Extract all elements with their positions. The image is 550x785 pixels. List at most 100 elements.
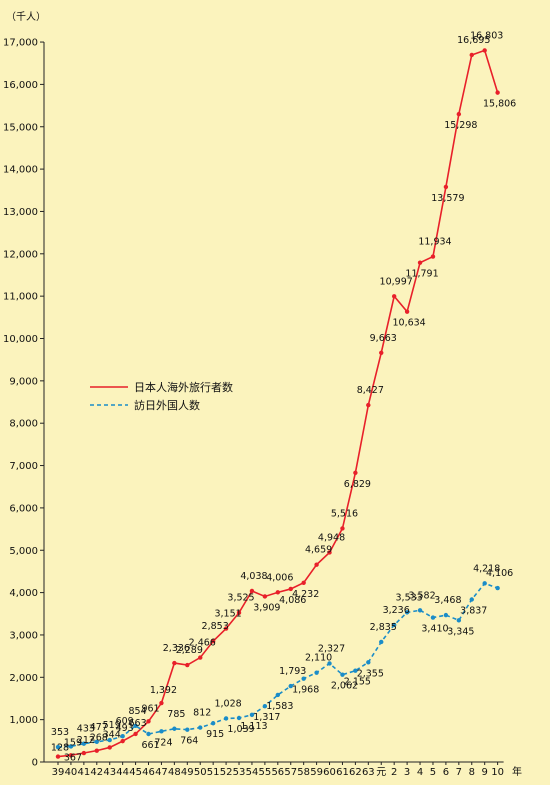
x-tick-label: 2 [391, 767, 397, 778]
point-inbound [198, 725, 203, 730]
y-tick-label: 10,000 [3, 334, 38, 345]
data-label-inbound: 785 [167, 709, 185, 720]
point-outbound [198, 655, 203, 660]
data-label-outbound: 13,579 [431, 193, 464, 204]
point-inbound [94, 739, 99, 744]
point-inbound [185, 727, 190, 732]
y-tick-label: 14,000 [3, 165, 38, 176]
y-tick-label: 1,000 [9, 715, 38, 726]
point-inbound [288, 683, 293, 689]
x-tick-label: 61 [336, 767, 349, 778]
point-outbound [55, 754, 61, 759]
x-tick-label: 44 [116, 767, 129, 778]
point-outbound [275, 590, 281, 595]
x-tick-label: 53 [233, 767, 246, 778]
x-tick-label: 10 [491, 767, 504, 778]
data-label-outbound: 3,151 [214, 609, 241, 620]
point-inbound [340, 672, 345, 677]
data-label-outbound: 10,997 [380, 276, 413, 287]
point-outbound [288, 586, 293, 592]
data-label-inbound: 1,317 [253, 712, 280, 723]
x-tick-label: 元 [376, 767, 386, 778]
point-inbound [223, 716, 229, 721]
data-label-inbound: 1,039 [227, 724, 254, 735]
point-inbound [469, 597, 474, 602]
x-tick-label: 56 [271, 767, 284, 778]
x-unit-label: 年 [512, 765, 522, 778]
data-label-outbound: 4,659 [305, 545, 332, 556]
point-outbound [366, 402, 371, 408]
point-outbound [133, 731, 138, 737]
point-inbound [353, 668, 358, 673]
data-label-inbound: 3,345 [447, 626, 474, 637]
x-tick-label: 45 [129, 767, 142, 778]
point-outbound [120, 738, 125, 744]
point-outbound [482, 48, 487, 53]
axes: 0 1,000 2,000 3,000 4,000 5,000 6,000 7,000 8,00… [3, 38, 504, 778]
legend-label-inbound: 訪日外国人数 [134, 398, 200, 412]
point-inbound [275, 692, 281, 698]
data-labels: 1281592122683444936639611,3922,3362,2892… [51, 30, 516, 763]
data-label-outbound: 6,829 [344, 479, 371, 490]
data-label-outbound: 15,806 [483, 99, 516, 110]
x-tick-label: 41 [77, 767, 90, 778]
data-label-inbound: 3,468 [434, 595, 461, 606]
point-inbound [262, 704, 268, 709]
point-outbound [443, 184, 449, 190]
data-label-inbound: 2,835 [370, 622, 397, 633]
y-tick-label: 0 [32, 758, 38, 769]
x-tick-label: 4 [417, 767, 423, 778]
data-label-outbound: 15,298 [444, 120, 477, 131]
point-outbound [301, 580, 306, 585]
point-outbound [314, 562, 319, 567]
x-tick-label: 42 [90, 767, 103, 778]
data-label-inbound: 2,155 [344, 677, 371, 688]
x-tick-label: 62 [349, 767, 362, 778]
data-label-outbound: 268 [90, 733, 108, 744]
point-outbound [353, 470, 358, 475]
data-label-inbound: 1,793 [279, 666, 306, 677]
x-tick-label: 63 [362, 767, 375, 778]
legend: 日本人海外旅行者数 訪日外国人数 [90, 380, 233, 412]
point-inbound [172, 726, 177, 731]
point-inbound [159, 729, 164, 734]
point-outbound [159, 700, 164, 706]
point-outbound [430, 254, 436, 259]
point-inbound [68, 744, 74, 749]
x-tick-label: 43 [103, 767, 116, 778]
point-outbound [391, 294, 397, 299]
point-outbound [236, 610, 242, 615]
point-outbound [404, 309, 410, 314]
y-tick-label: 15,000 [3, 122, 38, 133]
x-tick-label: 47 [155, 767, 168, 778]
point-inbound [443, 612, 449, 618]
data-label-outbound: 493 [116, 723, 134, 734]
x-tick-label: 8 [469, 767, 475, 778]
y-tick-label: 5,000 [9, 546, 38, 557]
point-inbound [133, 723, 138, 729]
series-line-outbound [57, 49, 499, 758]
data-label-inbound: 367 [64, 752, 82, 763]
data-label-outbound: 2,336 [163, 643, 190, 654]
y-tick-label: 11,000 [3, 292, 38, 303]
data-label-outbound: 4,232 [292, 589, 319, 600]
data-label-outbound: 128 [51, 743, 69, 754]
x-tick-label: 55 [259, 767, 272, 778]
point-inbound [314, 670, 319, 675]
data-label-outbound: 663 [129, 718, 147, 729]
point-inbound [379, 639, 384, 645]
data-label-inbound: 2,327 [318, 643, 345, 654]
series-layer [55, 48, 500, 759]
data-label-inbound: 1,028 [214, 698, 241, 709]
legend-label-outbound: 日本人海外旅行者数 [134, 380, 233, 394]
y-tick-label: 16,000 [3, 80, 38, 91]
data-label-outbound: 3,525 [227, 593, 254, 604]
data-label-outbound: 961 [141, 703, 159, 714]
x-tick-label: 6 [443, 767, 449, 778]
point-inbound [430, 615, 436, 620]
x-tick-label: 40 [65, 767, 78, 778]
point-outbound [223, 626, 229, 631]
data-label-outbound: 4,006 [266, 572, 293, 583]
point-outbound [262, 594, 268, 599]
y-tick-label: 2,000 [9, 673, 38, 684]
